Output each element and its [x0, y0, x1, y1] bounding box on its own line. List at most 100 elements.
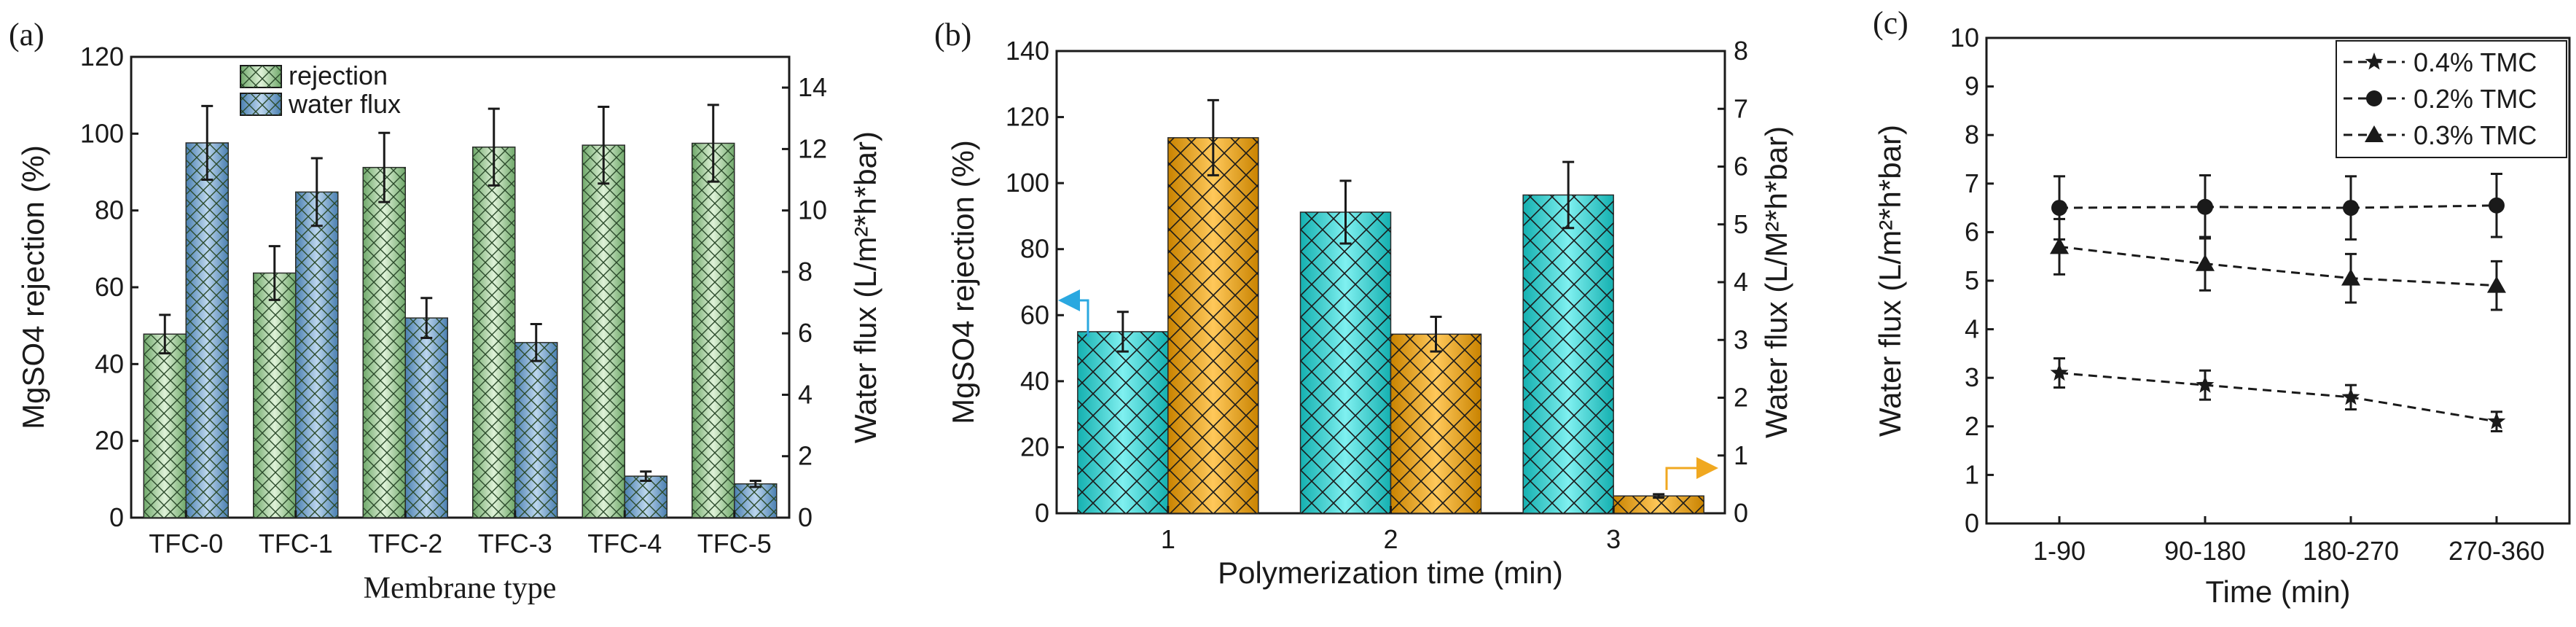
marker-0-3-TMC	[2196, 254, 2215, 271]
bar-hatch-Water-flux	[1613, 496, 1704, 513]
series-line-0-3-TMC	[2059, 245, 2497, 287]
y-tick-label: 9	[1965, 71, 1979, 101]
bar-hatch-rejection	[253, 273, 296, 518]
y2-tick-label: 8	[1734, 36, 1748, 66]
x-tick-label: 3	[1606, 524, 1621, 554]
bar-hatch-MgSO4-rejection	[1300, 211, 1391, 513]
y-tick-label: 60	[1020, 300, 1049, 330]
x-tick-label: TFC-1	[259, 529, 333, 558]
bar-hatch-water-flux	[295, 192, 338, 518]
x-tick-label: 2	[1383, 524, 1398, 554]
x-tick-label: 1	[1161, 524, 1175, 554]
y-tick-label: 40	[95, 348, 124, 378]
y-tick-label: 3	[1965, 362, 1979, 392]
panel-a-ylabel: MgSO4 rejection (%)	[16, 145, 50, 429]
y2-tick-label: 0	[798, 502, 813, 532]
legend-label-rejection: rejection	[289, 61, 388, 90]
y2-tick-label: 5	[1734, 209, 1748, 239]
y-tick-label: 8	[1965, 120, 1979, 149]
panel-b-y2label: Water flux (L/M²*h*bar)	[1759, 126, 1793, 438]
legend-label-0-2-TMC: 0.2% TMC	[2413, 84, 2537, 114]
bar-hatch-water-flux	[514, 342, 557, 518]
panel-a-xlabel: Membrane type	[364, 572, 557, 605]
y2-tick-label: 4	[798, 379, 813, 409]
marker-0-4-TMC	[2341, 387, 2360, 405]
legend-label-water-flux: water flux	[288, 89, 401, 119]
marker-0-4-TMC	[2196, 375, 2215, 393]
x-tick-label: TFC-4	[587, 529, 662, 558]
bar-hatch-water-flux	[734, 483, 777, 518]
marker-0-3-TMC	[2487, 276, 2506, 293]
bar-hatch-Water-flux	[1167, 137, 1258, 513]
legend-marker-0-2-TMC	[2366, 90, 2382, 106]
marker-0-4-TMC	[2487, 412, 2506, 429]
right-axis-arrow-icon	[1665, 457, 1718, 490]
panel-a-y2label: Water flux (L/m²*h*bar)	[848, 131, 882, 443]
panel-b-bars	[1077, 98, 1704, 514]
bar-hatch-rejection	[582, 145, 625, 518]
y2-tick-label: 14	[798, 72, 827, 102]
x-tick-label: TFC-0	[149, 529, 223, 558]
y-tick-label: 5	[1965, 265, 1979, 295]
marker-0-3-TMC	[2050, 237, 2069, 254]
panel-a-bars	[143, 104, 778, 518]
legend-marker-0-4-TMC	[2365, 52, 2384, 70]
x-tick-label: TFC-2	[368, 529, 442, 558]
bar-hatch-water-flux	[405, 318, 448, 518]
y-tick-label: 80	[95, 195, 124, 225]
y2-tick-label: 2	[798, 441, 813, 471]
panel-b-left-ticks: 0 20 40 60 80 100 120 140	[1006, 36, 1064, 528]
y2-tick-label: 2	[1734, 383, 1748, 413]
y-tick-label: 4	[1965, 314, 1979, 344]
panel-b-ylabel: MgSO4 rejection (%)	[946, 140, 980, 424]
y2-tick-label: 4	[1734, 267, 1748, 297]
panel-a-frame	[130, 55, 791, 519]
panel-c-series	[2050, 172, 2506, 432]
bar-hatch-rejection	[692, 143, 735, 518]
y2-tick-label: 6	[798, 318, 813, 348]
legend-hatch-water-flux	[240, 93, 281, 115]
panel-b-xlabel: Polymerization time (min)	[1218, 556, 1563, 590]
panel-b-category-labels: 1 2 3	[1161, 506, 1621, 554]
panel-a-label: (a)	[9, 17, 44, 52]
y-tick-label: 7	[1965, 168, 1979, 198]
y-tick-label: 100	[1006, 168, 1049, 198]
legend-label-0-3-TMC: 0.3% TMC	[2413, 120, 2537, 150]
panel-c-category-labels: 1-90 90-180 180-270 270-360	[2033, 516, 2545, 566]
legend-label-0-4-TMC: 0.4% TMC	[2413, 47, 2537, 77]
bar-hatch-MgSO4-rejection	[1523, 195, 1614, 513]
y2-tick-label: 0	[1734, 498, 1748, 528]
y-tick-label: 2	[1965, 411, 1979, 441]
y-tick-label: 20	[1020, 432, 1049, 462]
y-tick-label: 60	[95, 272, 124, 302]
y2-tick-label: 3	[1734, 324, 1748, 354]
bar-hatch-water-flux	[625, 476, 668, 518]
y-tick-label: 6	[1965, 217, 1979, 246]
bar-hatch-rejection	[472, 147, 515, 518]
bar-hatch-water-flux	[186, 142, 229, 518]
panel-a-right-ticks: 0 2 4 6 8 10 12 14	[782, 72, 827, 532]
y-tick-label: 80	[1020, 234, 1049, 264]
marker-0-2-TMC	[2197, 198, 2213, 215]
legend-marker-0-3-TMC	[2365, 125, 2384, 142]
x-tick-label: TFC-5	[697, 529, 772, 558]
y-tick-label: 20	[95, 426, 124, 456]
y2-tick-label: 10	[798, 195, 827, 225]
y2-tick-label: 7	[1734, 93, 1748, 123]
marker-0-2-TMC	[2343, 200, 2359, 217]
panel-c-ticks: 0 1 2 3 4 5 6 7 8 9 10	[1950, 23, 1994, 538]
marker-0-4-TMC	[2050, 363, 2069, 381]
panel-c-label: (c)	[1873, 5, 1908, 41]
bar-hatch-rejection	[144, 334, 187, 518]
y-tick-label: 0	[1035, 498, 1049, 528]
y2-tick-label: 8	[798, 257, 813, 287]
x-tick-label: 90-180	[2164, 536, 2246, 566]
y-tick-label: 0	[1965, 508, 1979, 538]
panel-c-legend: 0.4% TMC 0.2% TMC 0.3% TMC	[2336, 40, 2567, 158]
y-tick-label: 120	[1006, 102, 1049, 132]
series-line-0-2-TMC	[2059, 204, 2497, 209]
panel-b-right-ticks: 0 1 2 3 4 5 6 7 8	[1718, 36, 1748, 528]
x-tick-label: TFC-3	[478, 529, 552, 558]
